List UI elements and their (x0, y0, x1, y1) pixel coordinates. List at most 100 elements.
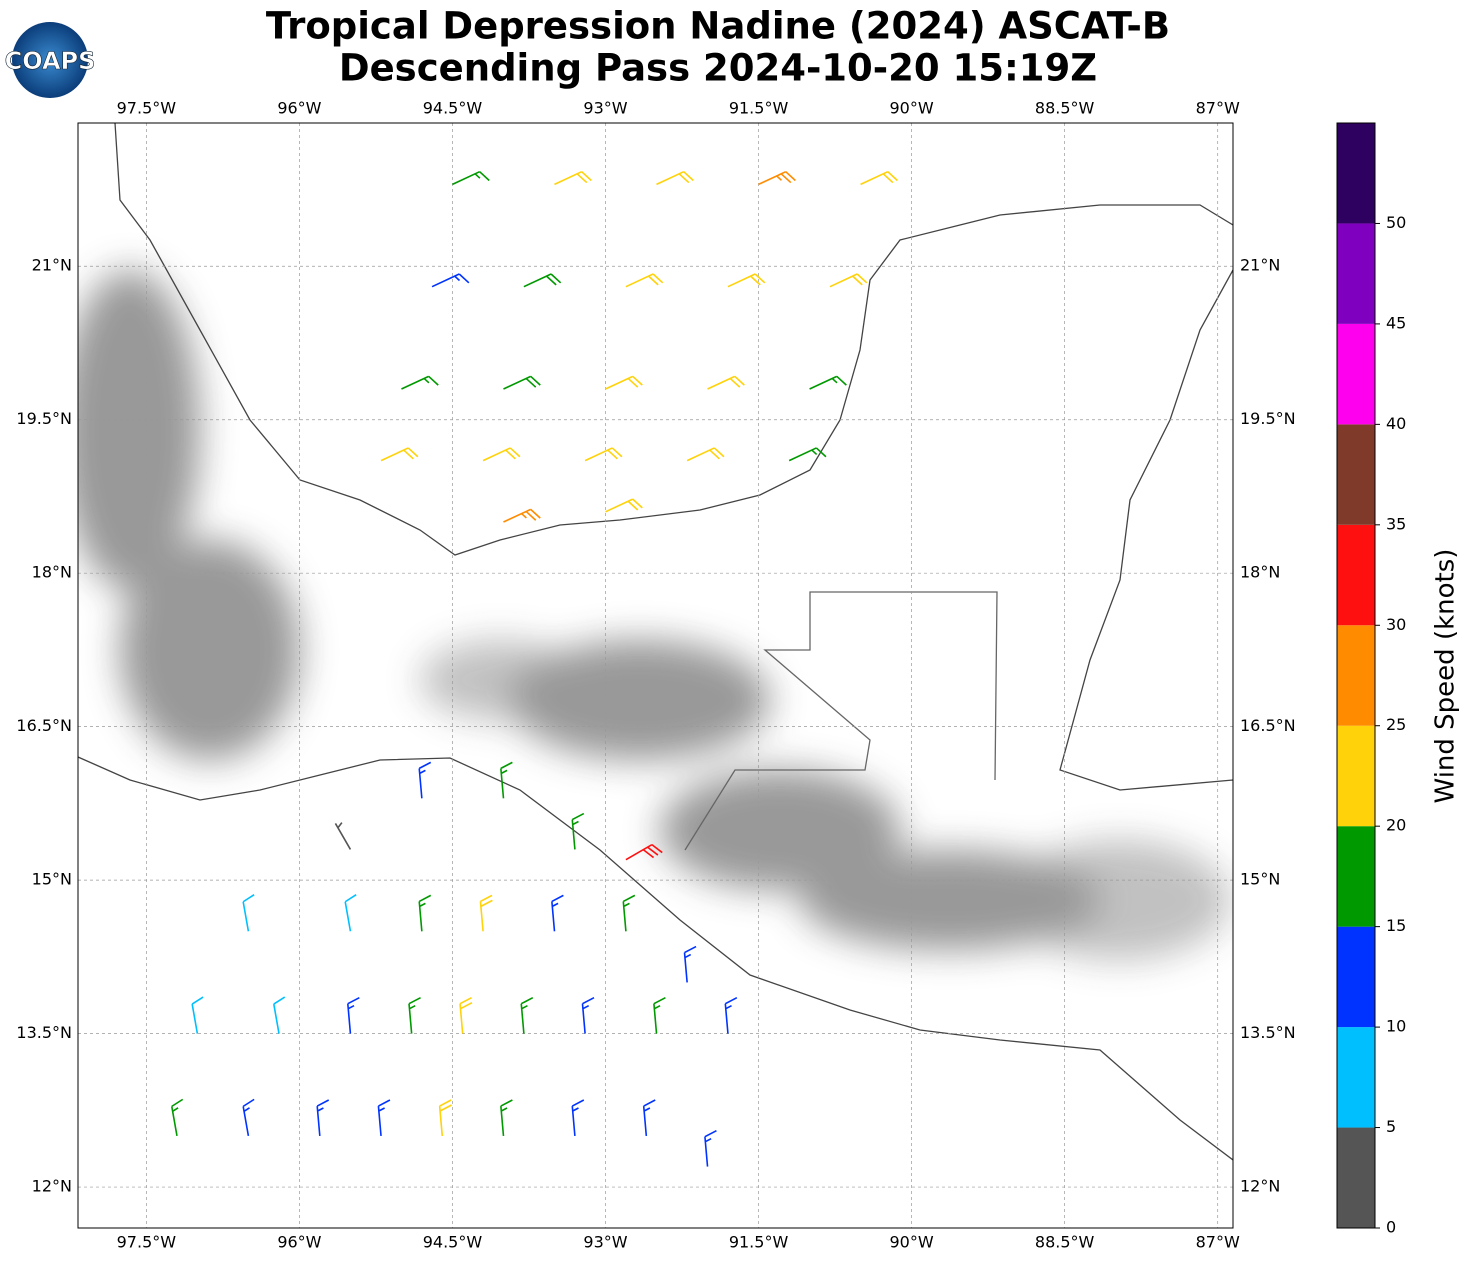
coastlines (78, 123, 1233, 1161)
wind-barb (605, 375, 643, 390)
colorbar-bin (1337, 424, 1375, 525)
x-tick-label: 88.5°W (1035, 99, 1095, 118)
x-tick-label: 90°W (890, 1233, 934, 1252)
colorbar-frame (1336, 122, 1376, 1229)
subtitle: Descending Pass 2024-10-20 15:19Z (339, 47, 1097, 90)
wind-barb (584, 447, 623, 462)
x-tick-label: 93°W (583, 99, 627, 118)
y-tick-label: 13.5°N (16, 1023, 72, 1042)
wind-barb (571, 1099, 585, 1136)
title: Tropical Depression Nadine (2024) ASCAT-… (266, 5, 1170, 48)
wind-barb (523, 273, 562, 288)
wind-barb (683, 945, 697, 983)
wind-barb (788, 447, 827, 462)
wind-barb (500, 1099, 513, 1136)
wind-barb (625, 273, 664, 288)
wind-barb (242, 894, 255, 932)
colorbar-tick-label: 5 (1386, 1117, 1396, 1136)
colorbar-bin (1337, 123, 1375, 224)
wind-barb (809, 375, 847, 390)
wind-barb (642, 1099, 656, 1136)
y-tick-label: 12°N (32, 1177, 72, 1196)
y-tick-label: 21°N (32, 256, 72, 275)
x-tick-label: 97.5°W (117, 1233, 177, 1252)
colorbar-bin (1337, 524, 1375, 626)
wind-barb (344, 894, 357, 932)
colorbar-tick-label: 20 (1386, 816, 1406, 835)
wind-barb (479, 894, 493, 932)
x-tick-label: 88.5°W (1035, 1233, 1095, 1252)
logo-text: COAPS (5, 47, 96, 75)
wind-barb (605, 498, 643, 513)
y-tick-label: 12°N (1240, 1177, 1280, 1196)
wind-barb (551, 894, 564, 932)
wind-barb (170, 1098, 184, 1137)
colorbar-bin (1337, 725, 1375, 827)
logo-globe (12, 22, 88, 98)
wind-barb (316, 1099, 330, 1136)
wind-barb (758, 170, 796, 186)
wind-barb (347, 996, 360, 1034)
colorbar-label: Wind Speed (knots) (1431, 549, 1461, 804)
y-tick-label: 15°N (1240, 870, 1280, 889)
y-tick-label: 16.5°N (16, 716, 72, 735)
wind-barb (334, 822, 352, 850)
y-tick-label: 19.5°N (16, 409, 72, 428)
wind-barb (380, 447, 419, 462)
wind-barb (686, 447, 725, 462)
wind-barbs (170, 170, 898, 1167)
wind-barb (191, 996, 204, 1034)
y-tick-label: 13.5°N (1240, 1023, 1296, 1042)
wind-barb (418, 761, 432, 799)
y-tick-label: 18°N (1240, 563, 1280, 582)
y-tick-label: 19.5°N (1240, 409, 1296, 428)
wind-barb (503, 375, 541, 390)
wind-barb (452, 170, 490, 186)
wind-barb (401, 375, 439, 390)
wind-barb (482, 447, 521, 462)
colorbar-bin (1337, 625, 1375, 726)
x-tick-label: 94.5°W (423, 99, 483, 118)
colorbar-tick-label: 50 (1386, 213, 1406, 232)
wind-barb (860, 170, 898, 186)
x-tick-label: 91.5°W (729, 1233, 789, 1252)
wind-barb (242, 1098, 255, 1137)
y-tick-label: 18°N (32, 563, 72, 582)
x-tick-label: 91.5°W (729, 99, 789, 118)
colorbar-bin (1337, 1027, 1375, 1128)
colorbar-tick-label: 40 (1386, 414, 1406, 433)
wind-barb (408, 996, 421, 1034)
wind-barb (707, 375, 745, 390)
colorbar-tick-label: 25 (1386, 715, 1406, 734)
wind-barb (581, 996, 595, 1034)
y-tick-label: 21°N (1240, 256, 1280, 275)
wind-barb (727, 273, 766, 288)
colorbar-bin (1337, 323, 1375, 425)
colorbar-bin (1337, 926, 1375, 1028)
y-tick-label: 16.5°N (1240, 716, 1296, 735)
x-tick-label: 87°W (1196, 99, 1240, 118)
wind-barb (459, 996, 473, 1034)
wind-barb (500, 761, 513, 799)
wind-barb (653, 996, 666, 1034)
colorbar-tick-label: 35 (1386, 514, 1406, 533)
wind-barb (625, 843, 663, 861)
wind-barb (656, 170, 694, 186)
colorbar: 0 5 10 15 20 25 30 35 40 45 50 (1336, 122, 1406, 1237)
wind-barb (273, 996, 286, 1034)
colorbar-tick-label: 10 (1386, 1017, 1406, 1036)
x-tick-label: 87°W (1196, 1233, 1240, 1252)
wind-barb (377, 1099, 391, 1136)
colorbar-bin (1337, 1127, 1375, 1228)
colorbar-tick-label: 45 (1386, 313, 1406, 332)
x-tick-label: 90°W (890, 99, 934, 118)
wind-barb (622, 894, 636, 932)
colorbar-tick-label: 30 (1386, 615, 1406, 634)
map-frame (77, 122, 1234, 1229)
wind-barb (704, 1129, 717, 1167)
wind-barb (554, 170, 592, 186)
wind-barb (520, 996, 534, 1034)
colorbar-bin (1337, 826, 1375, 927)
wind-barb (571, 812, 585, 850)
